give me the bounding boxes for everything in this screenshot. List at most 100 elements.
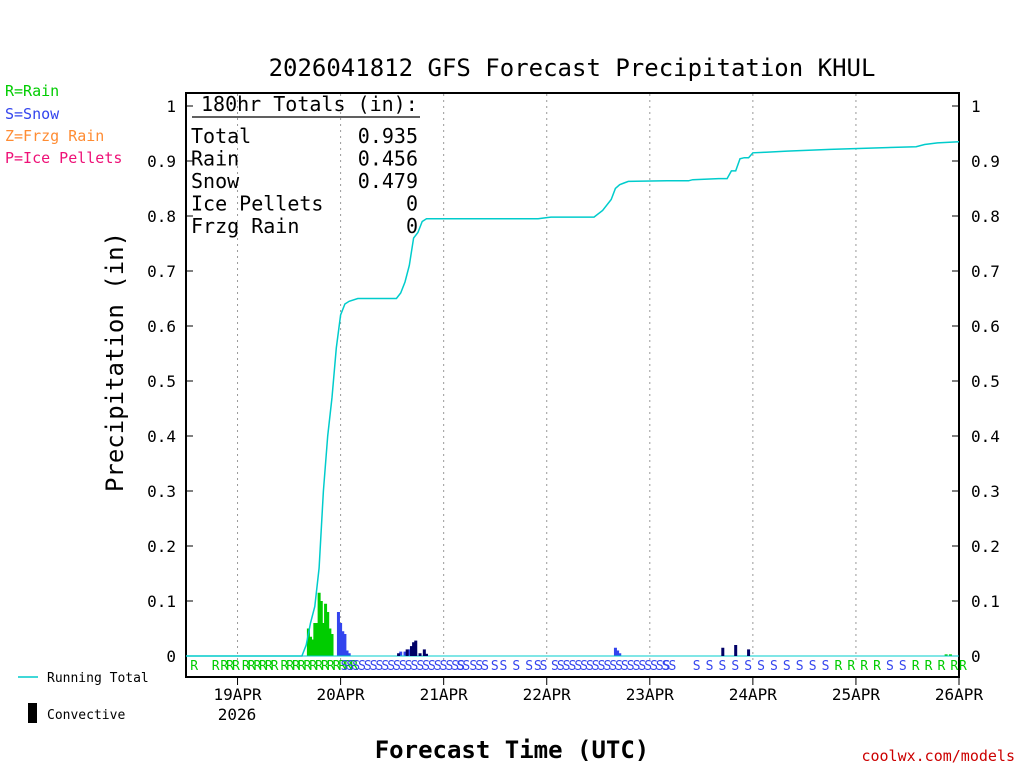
precip-bar-rain — [311, 639, 315, 656]
ptype-marker-rain: R — [959, 659, 967, 674]
y-tick-label: 0.3 — [147, 482, 176, 501]
precip-bar-snow — [403, 651, 407, 656]
convective-bar — [412, 642, 416, 656]
convective-bar — [409, 646, 413, 656]
ptype-marker-rain: RRRRRRRRRR — [298, 659, 358, 674]
y-tick-label: 0.7 — [147, 262, 176, 281]
ptype-marker-rain: R — [834, 659, 842, 674]
totals-row-label: Frzg Rain — [191, 214, 299, 238]
ptype-marker-snow: S — [744, 659, 751, 674]
ptype-marker-snow: SS — [457, 659, 470, 674]
precip-bar-snow — [341, 631, 345, 656]
convective-bar — [747, 649, 751, 656]
precip-bar-snow — [613, 647, 617, 656]
ptype-marker-snow: SS — [534, 659, 547, 674]
legend-ice-pellets: P=Ice Pellets — [5, 149, 122, 167]
ptype-marker-snow: S — [783, 659, 790, 674]
convective-bar — [414, 640, 418, 656]
chart-title: 2026041812 GFS Forecast Precipitation KH… — [269, 54, 876, 82]
ptype-marker-rain: R — [912, 659, 920, 674]
x-axis-title: Forecast Time (UTC) — [375, 736, 650, 764]
y-tick-label: 0.4 — [147, 427, 176, 446]
y-tick-label: 0.2 — [971, 537, 1000, 556]
ptype-marker-snow: S — [796, 659, 803, 674]
y-axis-right: 0 0.1 0.2 0.3 0.4 0.5 0.6 0.7 0.8 0.9 1 — [952, 97, 1000, 666]
precip-bar-rain — [330, 634, 334, 656]
ptype-marker-snow: SSSSSSSSSSSSSSSSSSSSS — [341, 659, 465, 674]
precip-bar-rain — [315, 623, 319, 656]
totals-row-value: 0 — [406, 214, 418, 238]
ptype-marker-rain: RRR — [242, 659, 262, 674]
ptype-marker-snow: S — [512, 659, 519, 674]
ptype-marker-snow: SSSSSSSSSSSSSSSSSSSS — [551, 659, 669, 674]
x-tick-label: 21APR — [420, 685, 469, 704]
y-tick-label: 0.5 — [147, 372, 176, 391]
precip-bar-rain — [313, 623, 317, 656]
precip-bar-rain — [326, 612, 330, 656]
totals-row-value: 0.479 — [358, 169, 418, 193]
ptype-marker-snow: S — [731, 659, 738, 674]
ptype-marker-rain: R — [212, 659, 220, 674]
credit-text: coolwx.com/models — [861, 747, 1015, 765]
ptype-marker-snow: SSS — [469, 659, 488, 674]
ptype-marker-rain: R — [873, 659, 881, 674]
precip-bar-snow — [347, 653, 351, 656]
y-tick-label: 0.1 — [147, 592, 176, 611]
y-tick-label: 0.6 — [147, 317, 176, 336]
y-tick-label: 0 — [166, 647, 176, 666]
ptype-marker-snow: S — [706, 659, 713, 674]
ptype-marker-snow: S — [719, 659, 726, 674]
x-axis: 19APR 20APR 21APR 22APR 23APR 24APR 25APR 26APR — [213, 677, 983, 704]
totals-row-label: Ice Pellets — [191, 192, 323, 216]
y-tick-label: 0.5 — [971, 372, 1000, 391]
ptype-marker-rain: RRR — [220, 659, 240, 674]
y-axis-title: Precipitation (in) — [101, 232, 129, 492]
y-tick-label: 0 — [971, 647, 981, 666]
ptype-marker-rain: R — [860, 659, 868, 674]
precip-bar-snow — [618, 653, 622, 656]
precip-bar-rain — [324, 603, 328, 656]
legend-rain: R=Rain — [5, 82, 59, 100]
precip-bar-rain — [321, 623, 325, 656]
x-tick-label: 22APR — [523, 685, 572, 704]
ptype-marker-rain: R — [847, 659, 855, 674]
legend-convective-swatch — [28, 703, 37, 723]
ptype-marker-rain: RRR — [259, 659, 279, 674]
y-tick-label: 0.2 — [147, 537, 176, 556]
precip-bar-snow — [343, 634, 347, 656]
legend-snow: S=Snow — [5, 105, 60, 123]
x-gridlines — [237, 94, 857, 660]
y-tick-label: 0.8 — [147, 207, 176, 226]
ptype-marker-snow: S — [525, 659, 532, 674]
precip-bar-snow — [336, 612, 340, 656]
ptype-marker-rain: R — [190, 659, 198, 674]
y-tick-label: 0.4 — [971, 427, 1000, 446]
precip-bar-rain — [948, 654, 952, 656]
convective-bars — [397, 640, 751, 656]
precip-bar-snow — [407, 649, 411, 656]
y-tick-label: 0.6 — [971, 317, 1000, 336]
ptype-marker-snow: S — [809, 659, 816, 674]
series-legend: Running Total Convective — [18, 671, 149, 723]
x-tick-label: 19APR — [213, 685, 262, 704]
y-tick-label: 0.9 — [971, 152, 1000, 171]
ptype-markers: R R RRR RRR RRR RRR RRRRRRRRRRSSSSSSSSSSSSSSSS… — [190, 659, 969, 674]
totals-box: 180hr Totals (in): Total 0.935 Rain 0.456 Sn… — [191, 92, 420, 238]
totals-row-value: 0 — [406, 192, 418, 216]
convective-bar — [424, 653, 428, 656]
totals-rows: Total 0.935 Rain 0.456 Snow 0.479 Ice Pellets 0… — [191, 124, 418, 238]
precip-bar-snow — [345, 650, 349, 656]
precip-bar-rain — [309, 636, 313, 656]
y-tick-label: 1 — [166, 97, 176, 116]
running-total-line — [186, 141, 960, 657]
y-tick-label: 0.3 — [971, 482, 1000, 501]
ptype-marker-snow: S — [770, 659, 777, 674]
y-tick-label: 0.7 — [971, 262, 1000, 281]
convective-bar — [422, 649, 426, 656]
totals-row-value: 0.456 — [358, 147, 418, 171]
convective-bar — [405, 649, 409, 656]
precip-bar-snow — [339, 623, 343, 656]
y-tick-label: 0.1 — [971, 592, 1000, 611]
y-tick-label: 0.8 — [971, 207, 1000, 226]
